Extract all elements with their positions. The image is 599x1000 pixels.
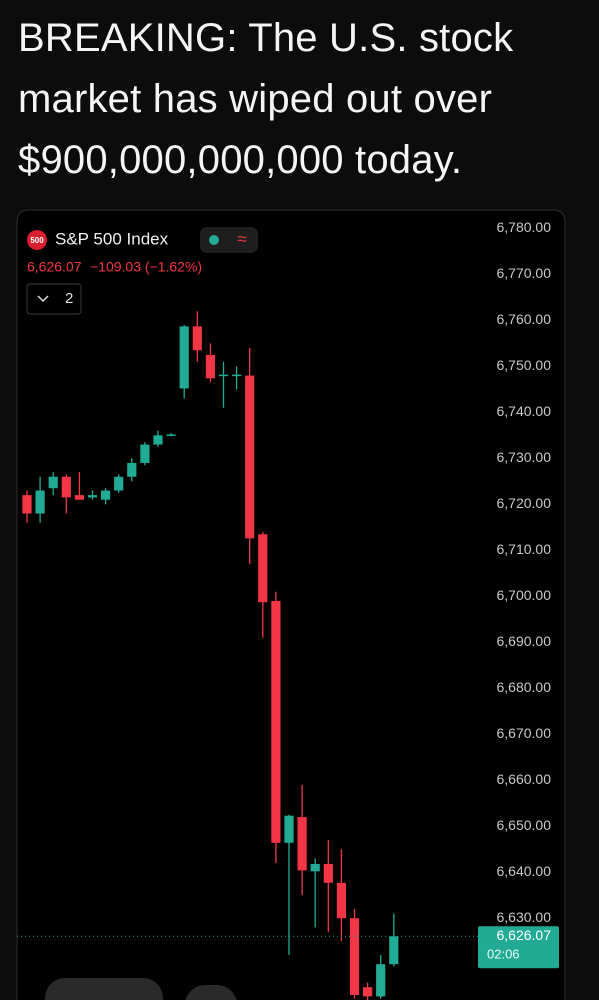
candle-body [74,495,84,500]
last-price-box [478,926,559,969]
candle-body [205,354,215,379]
candle-body [218,374,229,377]
candle-body [284,815,294,843]
candle-body [389,936,399,965]
badge-text: 500 [30,236,44,245]
y-tick-label: 6,700.00 [497,587,552,603]
toggle-chevron [37,295,49,303]
bottom-button[interactable] [45,978,163,1000]
bottom-button[interactable] [185,985,237,1000]
chart-title: S&P 500 Index [55,229,169,248]
y-tick-label: 6,650.00 [497,817,552,833]
candle-body [153,435,163,445]
candle-body [376,964,386,997]
status-pill [200,227,258,253]
candle-body [166,434,176,436]
last-price-label: 6,626.07 [497,927,552,943]
candle-body [35,490,45,514]
quote: 6,626.07 [27,259,82,275]
candle-body [363,987,373,997]
y-tick-label: 6,750.00 [497,357,552,373]
y-tick-label: 6,710.00 [497,541,552,557]
indicator: ≈ [237,229,246,248]
candle-body [336,882,346,919]
countdown: 02:06 [487,947,520,962]
candle-body [349,918,360,996]
candle-body [245,375,255,539]
y-tick-label: 6,630.00 [497,909,552,925]
y-tick-label: 6,670.00 [497,725,552,741]
status-dot [209,235,219,245]
candle-body [127,462,137,477]
candle-body [61,476,71,498]
candle-body [297,817,307,871]
candle-body [323,863,333,883]
y-tick-label: 6,660.00 [497,771,552,787]
candle-body [271,600,281,843]
y-tick-label: 6,640.00 [497,863,552,879]
chart-card [16,209,566,1000]
candle-body [310,863,320,872]
candle-body [258,534,268,603]
y-tick-label: 6,780.00 [497,219,552,235]
y-tick-label: 6,740.00 [497,403,552,419]
candle-body [48,476,58,489]
toggle-count[interactable]: 2 [65,290,73,307]
candle-body [101,490,111,500]
toggle-box[interactable] [26,283,82,315]
y-tick-label: 6,690.00 [497,633,552,649]
candle-body [192,326,202,351]
y-tick-label: 6,770.00 [497,265,552,281]
change: −109.03 (−1.62%) [90,259,202,275]
candle-body [140,444,150,463]
candle-body [232,374,242,377]
y-tick-label: 6,730.00 [497,449,552,465]
candle-body [22,495,32,514]
y-tick-label: 6,680.00 [497,679,552,695]
post-text: BREAKING: The U.S. stock market has wipe… [18,16,514,182]
badge-circle [27,230,47,250]
candle-body [87,495,98,498]
candle-body [179,326,189,389]
candle-body [114,476,124,491]
y-tick-label: 6,720.00 [497,495,552,511]
y-tick-label: 6,760.00 [497,311,552,327]
